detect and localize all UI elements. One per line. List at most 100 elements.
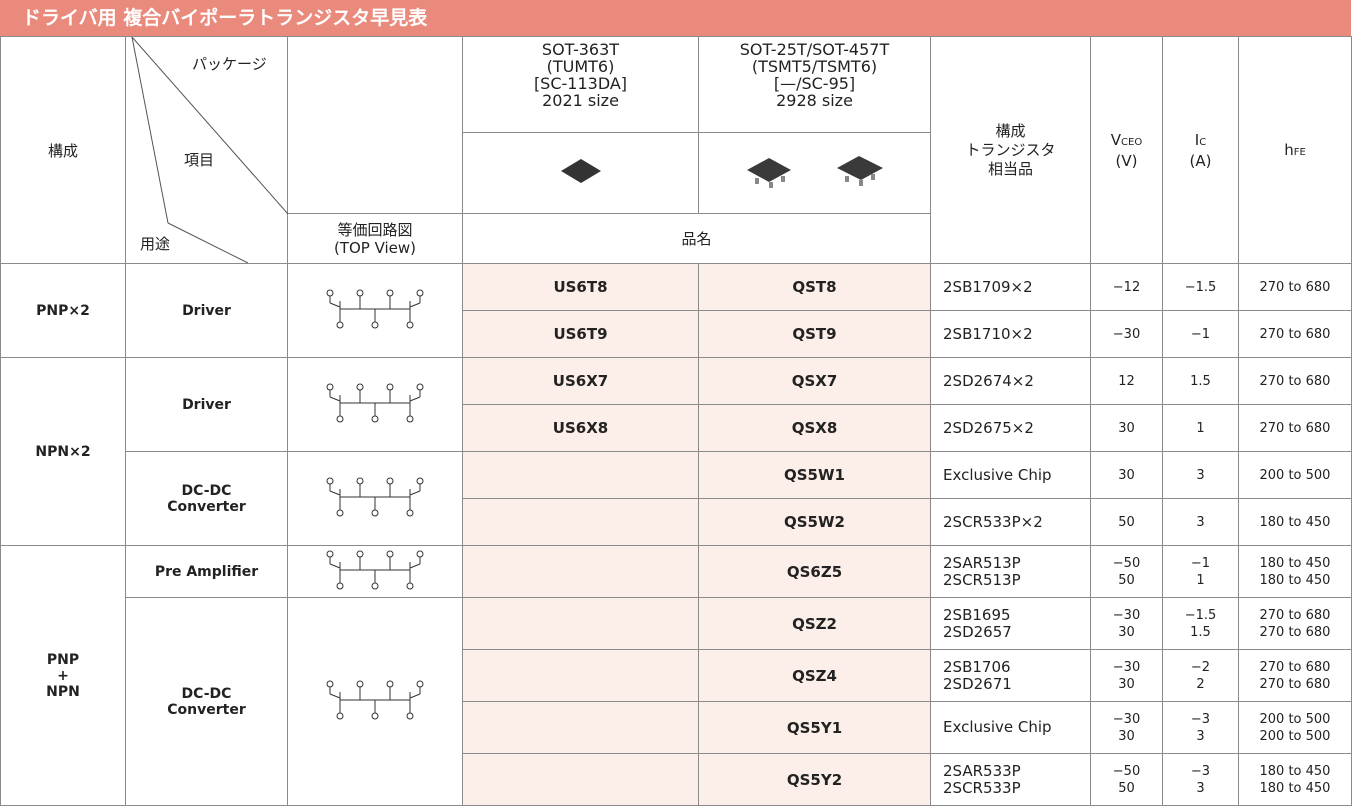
part-name: QS6Z5 — [786, 562, 843, 581]
application-cell: DC-DC Converter — [125, 597, 288, 806]
equivalent-cell: 2SB1695 2SD2657 — [930, 597, 1091, 650]
subscript: C — [1199, 136, 1207, 148]
ic: 1.5 — [1190, 624, 1211, 640]
part-cell: US6X8 — [462, 404, 699, 452]
application: Driver — [182, 302, 231, 319]
part-cell — [462, 649, 699, 702]
vceo-cell: −50 50 — [1090, 545, 1163, 598]
application: Converter — [167, 701, 246, 718]
table-body: PNP×2 Driver US6T8 QST8 2SB1709×2 −12 −1.5 270 … — [0, 263, 1352, 806]
ic-cell: 1 — [1162, 404, 1239, 452]
hfe: 200 to 500 — [1259, 467, 1331, 483]
package-image — [560, 159, 601, 183]
ic: −1 — [1190, 326, 1211, 342]
equivalent-cell: 2SB1706 2SD2671 — [930, 649, 1091, 702]
ic-cell: 3 — [1162, 451, 1239, 499]
composition: + — [57, 667, 69, 684]
header-cell — [462, 132, 699, 214]
vceo-cell: 50 — [1090, 498, 1163, 546]
ic: −1 — [1190, 555, 1211, 571]
application-cell: Driver — [125, 357, 288, 452]
vceo: −30 — [1112, 326, 1141, 342]
vceo-cell: 12 — [1090, 357, 1163, 405]
equivalent: 2SB1695 — [943, 605, 1011, 624]
part-cell: QST9 — [698, 310, 931, 358]
vceo-cell: −50 50 — [1090, 753, 1163, 806]
equivalent: 2SD2674×2 — [943, 372, 1034, 390]
equivalent-cell: 2SAR513P 2SCR513P — [930, 545, 1091, 598]
vceo: −12 — [1112, 279, 1141, 295]
part-cell — [462, 451, 699, 499]
vceo-cell: −30 30 — [1090, 701, 1163, 754]
equivalent-cell: Exclusive Chip — [930, 451, 1091, 499]
header-cell: 品名 — [462, 213, 931, 264]
package-text: 2928 size — [776, 91, 853, 110]
vceo: −30 — [1112, 711, 1141, 727]
vceo-cell: −30 30 — [1090, 597, 1163, 650]
vceo: 30 — [1118, 676, 1135, 692]
ic: 3 — [1196, 728, 1205, 744]
equivalent-cell: 2SCR533P×2 — [930, 498, 1091, 546]
composition-cell: PNP + NPN — [0, 545, 126, 806]
ic: 3 — [1196, 780, 1205, 796]
equivalent-cell: 2SAR533P 2SCR533P — [930, 753, 1091, 806]
table-row: QS5Y1 Exclusive Chip −30 30 −3 3 200 to 500 200… — [1, 701, 1352, 754]
header-circuit: 等価回路図 — [337, 220, 413, 239]
part-name: US6T8 — [553, 278, 608, 296]
package-text: SOT-363T — [541, 40, 620, 59]
hfe-cell: 270 to 680 — [1238, 310, 1352, 358]
equivalent: 2SD2671 — [943, 674, 1012, 693]
part-cell: US6X7 — [462, 357, 699, 405]
symbol: I — [1194, 130, 1200, 149]
part-cell: QS5W1 — [698, 451, 931, 499]
hfe-cell: 200 to 500 — [1238, 451, 1352, 499]
vceo-cell: −30 — [1090, 310, 1163, 358]
header-composition: 構成 — [47, 141, 78, 160]
vceo: 50 — [1118, 514, 1135, 530]
table-row: PNP×2 Driver US6T8 QST8 2SB1709×2 −12 −1.5 270 … — [0, 263, 1352, 358]
hfe: 180 to 450 — [1259, 763, 1331, 779]
vceo: 50 — [1118, 780, 1135, 796]
unit: (V) — [1115, 151, 1138, 170]
header-equivalent: 構成 — [995, 121, 1026, 140]
circuit-icon — [326, 383, 424, 422]
part-name: QS5Y1 — [786, 718, 843, 737]
part-cell: QSX8 — [698, 404, 931, 452]
application: DC-DC — [181, 482, 232, 499]
composition-cell: PNP×2 — [0, 263, 126, 358]
ic-cell: −1 1 — [1162, 545, 1239, 598]
vceo: 30 — [1118, 728, 1135, 744]
equivalent: Exclusive Chip — [943, 466, 1052, 484]
hfe: 270 to 680 — [1259, 326, 1331, 342]
hfe: 200 to 500 — [1259, 728, 1331, 744]
table-row: US6X8 QSX8 2SD2675×2 30 1 270 to 680 — [1, 404, 1352, 452]
application-cell: Pre Amplifier — [125, 545, 288, 598]
part-name: QS5W2 — [784, 513, 845, 531]
part-name: QS5W1 — [784, 466, 845, 484]
header-cell — [698, 132, 931, 214]
hfe: 180 to 450 — [1259, 572, 1331, 588]
hfe: 270 to 680 — [1259, 607, 1331, 623]
vceo: 30 — [1118, 467, 1135, 483]
hfe: 180 to 450 — [1259, 514, 1331, 530]
part-name: US6X8 — [552, 419, 609, 437]
vceo: 30 — [1118, 420, 1135, 436]
subscript: FE — [1293, 147, 1306, 158]
equivalent: 2SCR513P — [943, 570, 1021, 589]
hfe-cell: 180 to 450 — [1238, 498, 1352, 546]
ic: 3 — [1196, 514, 1205, 530]
ic-cell: 3 — [1162, 498, 1239, 546]
equivalent: Exclusive Chip — [943, 718, 1052, 736]
composition-cell: NPN×2 — [0, 357, 126, 546]
header-circuit: (TOP View) — [333, 238, 417, 257]
ic: −3 — [1190, 711, 1211, 727]
title-bar: ドライバ用 複合バイポーラトランジスタ早見表 — [0, 0, 1351, 36]
hfe: 270 to 680 — [1259, 373, 1331, 389]
vceo: 30 — [1118, 624, 1135, 640]
ic-cell: −1.5 — [1162, 263, 1239, 311]
package-text: (TUMT6) — [546, 57, 615, 76]
vceo: −50 — [1112, 763, 1141, 779]
ic: −1.5 — [1184, 607, 1217, 623]
package-text: [SC-113DA] — [533, 74, 628, 93]
package-text: SOT-25T/SOT-457T — [739, 40, 890, 59]
